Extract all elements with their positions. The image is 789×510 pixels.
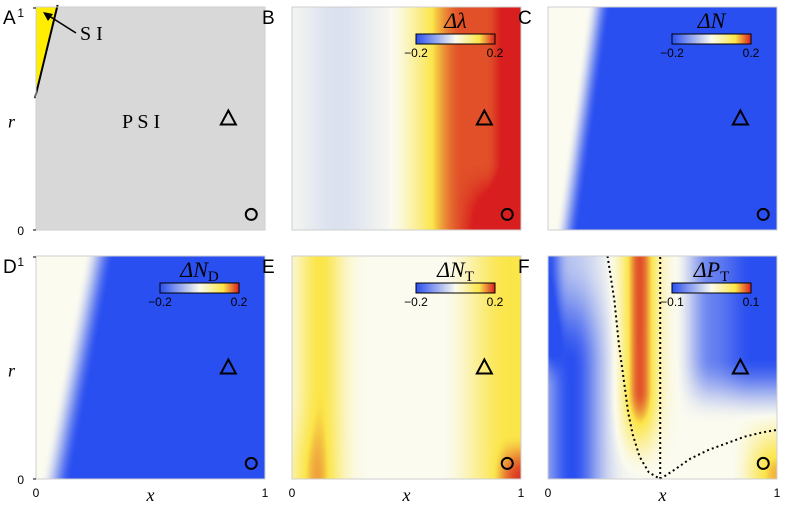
colorbar xyxy=(159,282,240,294)
circle-marker xyxy=(244,456,258,470)
colorbar xyxy=(671,33,752,45)
plot-frame xyxy=(35,255,266,480)
panel-a: S I P S I A 1 0 r xyxy=(3,4,266,238)
si-arrowhead xyxy=(43,12,53,21)
panel-b: −0.2 0.2 Δλ B xyxy=(262,6,522,231)
colorbar-min-label: −0.2 xyxy=(404,46,428,60)
panel-f: −0.1 0.1 ΔPT F 0 1 x xyxy=(518,255,781,505)
panel-letter-f: F xyxy=(518,257,530,278)
colorbar-title-subscript: T xyxy=(465,269,474,285)
zero-contour xyxy=(659,428,778,480)
zero-contour xyxy=(606,255,661,480)
triangle-marker xyxy=(219,357,238,375)
colorbar xyxy=(415,282,496,294)
colorbar-title: ΔN xyxy=(697,8,727,33)
panel-letter-d: D xyxy=(3,257,17,278)
plot-frame xyxy=(35,6,266,231)
colorbar-min-label: −0.2 xyxy=(148,295,172,309)
triangle-marker xyxy=(219,108,238,126)
plot-frame xyxy=(547,6,778,231)
plot-frame xyxy=(291,6,522,231)
x-tick-label: 1 xyxy=(262,486,269,500)
colorbar-max-label: 0.2 xyxy=(231,295,248,309)
y-axis-label: r xyxy=(8,361,16,381)
panel-letter-c: C xyxy=(518,8,532,29)
psi-region xyxy=(36,7,265,230)
panel-letter-a: A xyxy=(3,8,16,29)
x-tick-label: 0 xyxy=(545,486,552,500)
colorbar-title-subscript: D xyxy=(208,269,219,285)
colorbar-min-label: −0.2 xyxy=(404,295,428,309)
x-tick-label: 1 xyxy=(774,486,781,500)
x-axis-label: x xyxy=(402,485,411,505)
colorbar-max-label: 0.2 xyxy=(487,295,504,309)
plot-frame xyxy=(547,255,778,480)
panel-c: −0.2 0.2 ΔN C xyxy=(518,6,778,231)
y-tick-label: 0 xyxy=(17,473,24,487)
colorbar-title: ΔND xyxy=(179,257,219,285)
circle-marker xyxy=(500,207,514,221)
y-tick-label: 1 xyxy=(17,6,24,20)
panel-letter-b: B xyxy=(262,8,275,29)
si-label: S I xyxy=(80,23,103,45)
y-axis-label: r xyxy=(8,112,16,132)
y-tick-label: 1 xyxy=(17,255,24,269)
x-axis-label: x xyxy=(658,485,667,505)
colorbar-title: Δλ xyxy=(443,8,466,33)
psi-label: P S I xyxy=(122,111,160,133)
x-tick-label: 1 xyxy=(518,486,525,500)
y-tick-label: 0 xyxy=(17,224,24,238)
plot-frame xyxy=(291,255,522,480)
si-arrow xyxy=(45,13,77,34)
si-boundary-line xyxy=(34,4,59,99)
x-tick-label: 0 xyxy=(33,486,40,500)
circle-marker xyxy=(756,207,770,221)
circle-marker xyxy=(500,456,514,470)
colorbar-max-label: 0.2 xyxy=(487,46,504,60)
colorbar xyxy=(671,282,752,294)
colorbar xyxy=(415,33,496,45)
colorbar-max-label: 0.1 xyxy=(743,295,760,309)
x-tick-label: 0 xyxy=(289,486,296,500)
circle-marker xyxy=(756,456,770,470)
panel-e: −0.2 0.2 ΔNT E 0 1 x xyxy=(262,255,525,505)
colorbar-title-subscript: T xyxy=(720,269,729,285)
triangle-marker xyxy=(731,357,750,375)
circle-marker xyxy=(244,207,258,221)
panel-letter-e: E xyxy=(262,257,275,278)
colorbar-min-label: −0.2 xyxy=(660,46,684,60)
triangle-marker xyxy=(731,108,750,126)
colorbar-min-label: −0.1 xyxy=(660,295,684,309)
colorbar-max-label: 0.2 xyxy=(743,46,760,60)
triangle-marker xyxy=(475,108,494,126)
colorbar-title: ΔPT xyxy=(693,257,730,285)
x-axis-label: x xyxy=(146,485,155,505)
triangle-marker xyxy=(475,357,494,375)
colorbar-title: ΔNT xyxy=(436,257,474,285)
